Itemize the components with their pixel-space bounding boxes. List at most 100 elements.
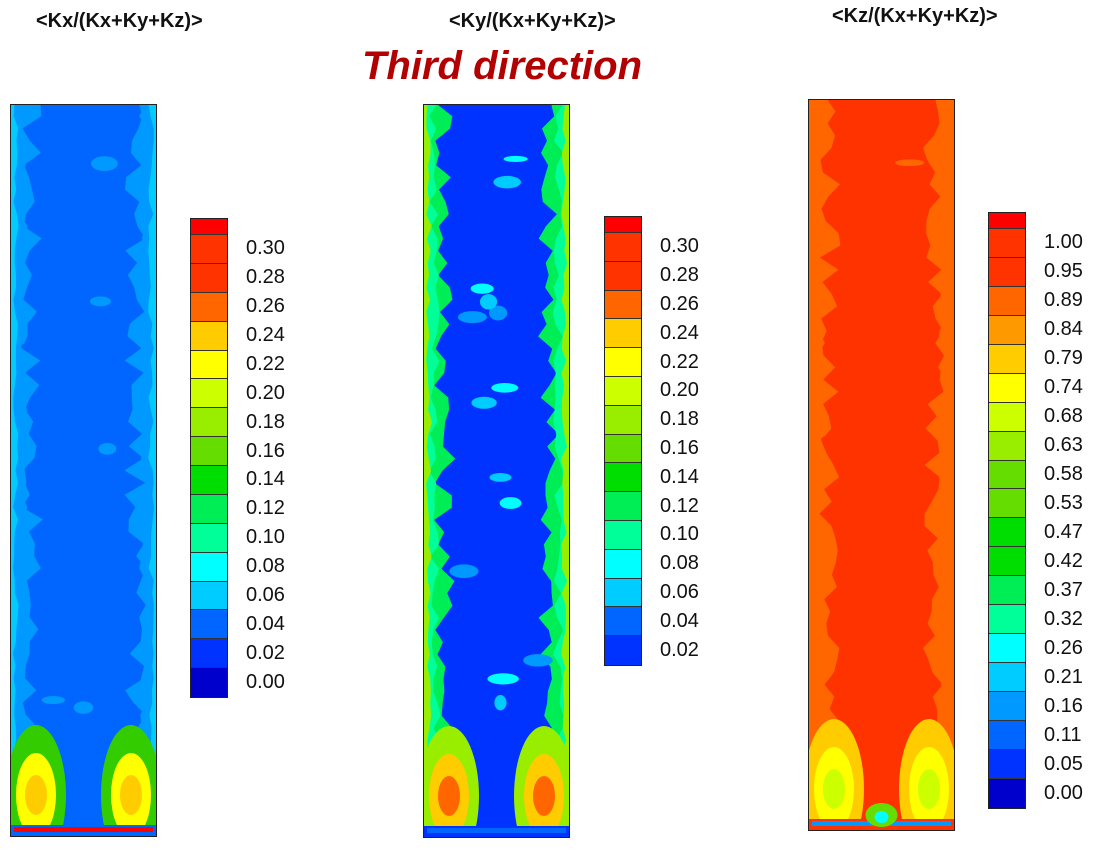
colorbar-swatch bbox=[605, 348, 641, 377]
wall-band-right bbox=[946, 99, 955, 831]
core-blob bbox=[836, 417, 860, 428]
bottom-plume bbox=[823, 769, 845, 809]
colorbar-tick-label: 0.00 bbox=[1044, 781, 1083, 804]
colorbar-tick-label: 0.10 bbox=[246, 526, 285, 549]
wall-band-left bbox=[10, 104, 19, 837]
colorbar-tick-label: 0.79 bbox=[1044, 347, 1083, 370]
colorbar-tick-label: 0.47 bbox=[1044, 520, 1083, 543]
bottom-plume bbox=[918, 769, 940, 809]
core-blob bbox=[499, 497, 522, 509]
core-blob bbox=[494, 695, 507, 711]
colorbar-swatch bbox=[605, 636, 641, 665]
core-blob bbox=[32, 370, 46, 382]
core-blob bbox=[90, 156, 118, 172]
colorbar-swatch bbox=[989, 634, 1025, 664]
colorbar-tick-label: 0.12 bbox=[246, 497, 285, 520]
core-blob bbox=[470, 283, 494, 294]
colorbar-tick-label: 0.14 bbox=[246, 468, 285, 491]
field-frame bbox=[423, 104, 570, 838]
bottom-plume bbox=[120, 775, 142, 815]
colorbar-swatch bbox=[191, 523, 227, 553]
core-blob bbox=[37, 284, 67, 297]
core-blob bbox=[881, 690, 905, 705]
colorbar-swatch bbox=[191, 235, 227, 264]
wall-band-left bbox=[808, 99, 817, 831]
bottom-plume bbox=[25, 775, 47, 815]
colorbar-swatch bbox=[191, 610, 227, 640]
colorbar-swatch bbox=[989, 749, 1025, 779]
colorbar-swatch bbox=[605, 290, 641, 320]
core-blob bbox=[874, 707, 900, 720]
colorbar-tick-label: 0.22 bbox=[246, 352, 285, 375]
colorbar-swatch bbox=[191, 379, 227, 409]
colorbar-swatch bbox=[191, 552, 227, 582]
colorbar-tick-label: 0.63 bbox=[1044, 434, 1083, 457]
colorbar-swatches bbox=[604, 216, 642, 666]
colorbar-tick-label: 0.28 bbox=[246, 266, 285, 289]
colorbar-swatch bbox=[191, 466, 227, 495]
contour-field-kx bbox=[10, 104, 157, 837]
figure-title: Third direction bbox=[362, 44, 642, 88]
colorbar-tick-label: 0.16 bbox=[660, 437, 699, 459]
panel-title-kz: <Kz/(Kx+Ky+Kz)> bbox=[832, 5, 998, 27]
core-blob bbox=[840, 188, 866, 203]
core-blob bbox=[883, 268, 915, 276]
colorbar-ky: 0.30 0.28 0.26 0.24 0.22 0.20 0.18 0.16 0.14 0.12… bbox=[604, 216, 724, 666]
core-blob bbox=[895, 159, 925, 167]
colorbar-tick-label: 0.53 bbox=[1044, 492, 1083, 515]
core-blob bbox=[471, 396, 497, 409]
core-blob bbox=[89, 296, 111, 307]
colorbar-swatch bbox=[989, 286, 1025, 316]
colorbar-tick-label: 0.42 bbox=[1044, 549, 1083, 572]
colorbar-swatches bbox=[988, 212, 1026, 809]
wall-band-right bbox=[561, 104, 570, 838]
colorbar-tick-label: 0.37 bbox=[1044, 578, 1083, 601]
colorbar-swatch bbox=[191, 639, 227, 669]
colorbar-tick-label: 0.28 bbox=[660, 264, 699, 287]
colorbar-swatch bbox=[989, 213, 1025, 229]
core-blob bbox=[65, 353, 92, 366]
core-blob bbox=[491, 382, 519, 393]
colorbar-tick-label: 0.10 bbox=[660, 523, 699, 546]
core-blob bbox=[39, 532, 60, 546]
colorbar-swatch bbox=[605, 405, 641, 435]
core-blob bbox=[821, 434, 853, 445]
core-blob bbox=[875, 576, 891, 588]
colorbar-swatch bbox=[191, 292, 227, 322]
contour-field-kz bbox=[808, 99, 955, 831]
colorbar-swatch bbox=[605, 261, 641, 291]
colorbar-swatch bbox=[989, 518, 1025, 548]
colorbar-kz: 1.00 0.95 0.89 0.84 0.79 0.74 0.68 0.63 0.58 0.53… bbox=[988, 212, 1096, 809]
core-blob bbox=[523, 654, 553, 667]
colorbar-swatch bbox=[605, 549, 641, 579]
colorbar-swatch bbox=[605, 492, 641, 521]
colorbar-swatch bbox=[989, 315, 1025, 345]
colorbar-tick-label: 0.32 bbox=[1044, 607, 1083, 630]
colorbar-tick-label: 0.02 bbox=[660, 638, 699, 661]
core-blob bbox=[487, 673, 519, 685]
bottom-plume bbox=[533, 776, 555, 816]
colorbar-swatch bbox=[605, 434, 641, 464]
colorbar-tick-label: 0.58 bbox=[1044, 463, 1083, 486]
colorbar-swatch bbox=[989, 720, 1025, 750]
colorbar-tick-label: 0.22 bbox=[660, 350, 699, 373]
colorbar-swatch bbox=[605, 217, 641, 233]
colorbar-tick-label: 0.00 bbox=[246, 670, 285, 693]
core-blob bbox=[98, 442, 117, 455]
colorbar-swatch bbox=[989, 778, 1025, 808]
colorbar-swatch bbox=[605, 463, 641, 493]
colorbar-tick-label: 0.20 bbox=[246, 381, 285, 404]
colorbar-tick-label: 0.05 bbox=[1044, 752, 1083, 775]
colorbar-swatch bbox=[605, 319, 641, 349]
colorbar-tick-label: 0.68 bbox=[1044, 405, 1083, 428]
bottom-plume bbox=[438, 776, 460, 816]
core-blob bbox=[904, 420, 923, 436]
colorbar-tick-label: 0.84 bbox=[1044, 318, 1083, 341]
colorbar-tick-label: 0.11 bbox=[1044, 723, 1082, 746]
core-blob bbox=[73, 701, 94, 714]
colorbar-tick-label: 0.20 bbox=[660, 379, 699, 402]
colorbar-swatch bbox=[989, 489, 1025, 519]
colorbar-swatch bbox=[989, 431, 1025, 461]
core-blob bbox=[489, 473, 512, 482]
colorbar-tick-label: 0.21 bbox=[1044, 665, 1083, 688]
